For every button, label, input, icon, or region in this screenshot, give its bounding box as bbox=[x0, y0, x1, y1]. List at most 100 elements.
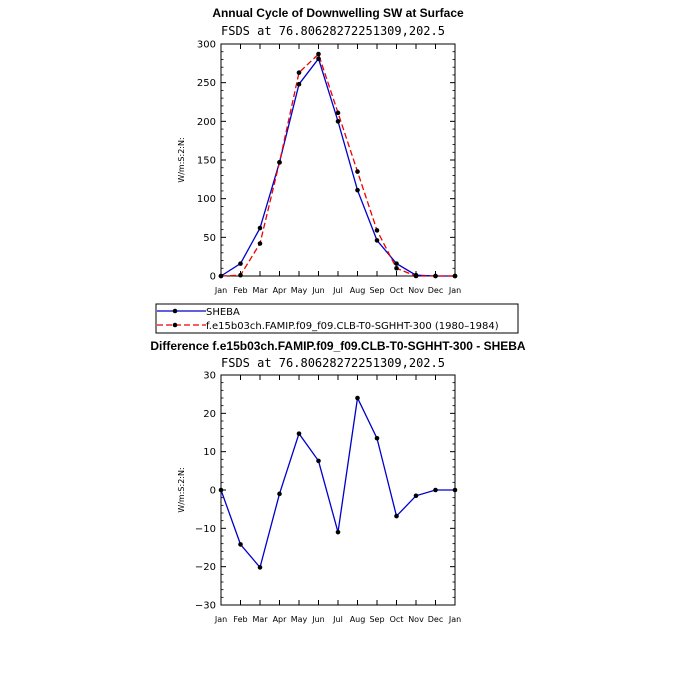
top-series-1-point bbox=[452, 273, 458, 279]
bot-xtick-label: Jun bbox=[311, 615, 325, 624]
bot-ytick-label: 10 bbox=[203, 447, 216, 458]
top-x-axis: Jan Feb Mar Apr May Jun Jul Aug Sep Oct Nov Dec Jan bbox=[214, 44, 461, 295]
bot-series-0-point bbox=[413, 493, 419, 499]
bot-ytick-label: −10 bbox=[195, 524, 216, 535]
top-series-0-point bbox=[257, 225, 263, 231]
bot-ytick-label: −30 bbox=[195, 601, 216, 612]
legend-marker-model bbox=[172, 322, 178, 328]
top-ytick-label: 300 bbox=[197, 40, 216, 51]
bot-series-0-point bbox=[257, 565, 263, 570]
bottom-y-axis-label: W/m:S:2:N: bbox=[177, 467, 186, 512]
top-series-1-point bbox=[277, 160, 282, 165]
top-series-0-point bbox=[335, 119, 341, 124]
top-chart: Annual Cycle of Downwelling SW at Surfac… bbox=[177, 6, 464, 295]
bot-xtick-label: Feb bbox=[233, 615, 247, 624]
top-series-1-point bbox=[296, 70, 302, 75]
top-xtick-label: Aug bbox=[350, 286, 366, 295]
bot-xtick-label: Jan bbox=[448, 615, 461, 624]
top-series-1-point bbox=[238, 272, 243, 278]
bot-series-0-point bbox=[296, 431, 302, 436]
top-series-0-point bbox=[316, 56, 321, 61]
top-series-1-point bbox=[413, 273, 419, 279]
top-series-0-point bbox=[238, 261, 243, 266]
bot-series-0-point bbox=[277, 491, 282, 497]
top-xtick-label: Nov bbox=[408, 286, 424, 295]
top-plot-frame bbox=[220, 43, 456, 277]
bot-xtick-label: May bbox=[291, 615, 308, 624]
top-series-1-point bbox=[335, 110, 341, 116]
legend: SHEBA f.e15b03ch.FAMIP.f09_f09.CLB-T0-SG… bbox=[155, 303, 519, 334]
top-ytick-label: 100 bbox=[197, 194, 216, 205]
bot-series-0-point bbox=[238, 542, 243, 547]
bot-xtick-label: Dec bbox=[428, 615, 443, 624]
top-series-1-point bbox=[394, 265, 399, 271]
top-series-1-point bbox=[355, 169, 360, 174]
top-xtick-label: Jul bbox=[332, 286, 343, 295]
bot-xtick-label: Sep bbox=[369, 615, 384, 624]
bot-series-0-point bbox=[335, 529, 341, 535]
bot-xtick-label: Jul bbox=[332, 615, 343, 624]
top-xtick-label: Apr bbox=[273, 286, 288, 295]
top-series-line-1 bbox=[220, 52, 455, 277]
top-xtick-label: Oct bbox=[390, 286, 404, 295]
legend-marker-sheba bbox=[172, 308, 178, 314]
top-ytick-label: 0 bbox=[210, 272, 216, 283]
bot-xtick-label: Mar bbox=[252, 615, 268, 624]
top-series-1-point bbox=[316, 51, 321, 57]
bot-series-0-point bbox=[452, 487, 458, 493]
top-y-axis-label: W/m:S:2:N: bbox=[177, 137, 186, 182]
top-series-group bbox=[218, 51, 458, 279]
bot-series-line-0 bbox=[220, 395, 455, 569]
top-series-0-point bbox=[355, 187, 360, 193]
bot-series-0-point bbox=[374, 435, 380, 441]
bot-xtick-label: Nov bbox=[408, 615, 424, 624]
bot-ytick-label: 0 bbox=[210, 486, 216, 497]
bottom-y-axis: −30 −20 −10 0 10 20 30 bbox=[195, 371, 455, 612]
top-ytick-label: 250 bbox=[197, 78, 216, 89]
bot-xtick-label: Apr bbox=[273, 615, 288, 624]
bot-xtick-label: Jan bbox=[214, 615, 227, 624]
top-y-axis: 0 50 100 150 200 250 300 bbox=[197, 40, 455, 283]
bottom-x-axis: Jan Feb Mar Apr May Jun Jul Aug Sep Oct Nov Dec Jan bbox=[214, 375, 461, 624]
top-chart-title: Annual Cycle of Downwelling SW at Surfac… bbox=[212, 6, 464, 20]
top-xtick-label: Mar bbox=[252, 286, 268, 295]
top-xtick-label: May bbox=[291, 286, 308, 295]
bot-series-0-point bbox=[316, 458, 321, 464]
top-ytick-label: 150 bbox=[197, 156, 216, 167]
top-series-0-point bbox=[374, 238, 380, 243]
top-xtick-label: Jan bbox=[214, 286, 227, 295]
legend-label-sheba: SHEBA bbox=[206, 307, 240, 318]
top-xtick-label: Feb bbox=[233, 286, 247, 295]
legend-box bbox=[155, 303, 519, 334]
bot-series-0-point bbox=[355, 395, 360, 401]
top-series-0-point bbox=[394, 261, 399, 266]
bot-ytick-label: 30 bbox=[203, 371, 216, 382]
bot-ytick-label: −20 bbox=[195, 562, 216, 573]
top-series-0-point bbox=[296, 81, 302, 87]
top-chart-subtitle: FSDS at 76.80628272251309,202.5 bbox=[221, 24, 445, 38]
bottom-plot-frame bbox=[220, 374, 456, 606]
bot-series-0-point bbox=[218, 487, 224, 493]
top-xtick-label: Jun bbox=[311, 286, 325, 295]
top-series-1-point bbox=[374, 228, 380, 233]
legend-label-model: f.e15b03ch.FAMIP.f09_f09.CLB-T0-SGHHT-30… bbox=[206, 321, 499, 332]
top-xtick-label: Jan bbox=[448, 286, 461, 295]
top-ytick-label: 200 bbox=[197, 117, 216, 128]
top-series-1-point bbox=[218, 273, 224, 279]
top-ytick-label: 50 bbox=[203, 233, 216, 244]
bot-series-0-point bbox=[433, 487, 438, 493]
top-series-1-point bbox=[257, 241, 263, 246]
top-xtick-label: Sep bbox=[369, 286, 384, 295]
top-series-1-point bbox=[433, 273, 438, 279]
bottom-chart: Difference f.e15b03ch.FAMIP.f09_f09.CLB-… bbox=[150, 339, 526, 624]
bottom-series-group bbox=[218, 395, 458, 570]
bot-ytick-label: 20 bbox=[203, 409, 216, 420]
top-xtick-label: Dec bbox=[428, 286, 443, 295]
bottom-chart-subtitle: FSDS at 76.80628272251309,202.5 bbox=[221, 356, 445, 370]
bottom-chart-title: Difference f.e15b03ch.FAMIP.f09_f09.CLB-… bbox=[150, 339, 526, 353]
top-series-line-0 bbox=[220, 57, 455, 277]
bot-xtick-label: Aug bbox=[350, 615, 366, 624]
bot-xtick-label: Oct bbox=[390, 615, 404, 624]
bot-series-0-point bbox=[394, 513, 399, 519]
